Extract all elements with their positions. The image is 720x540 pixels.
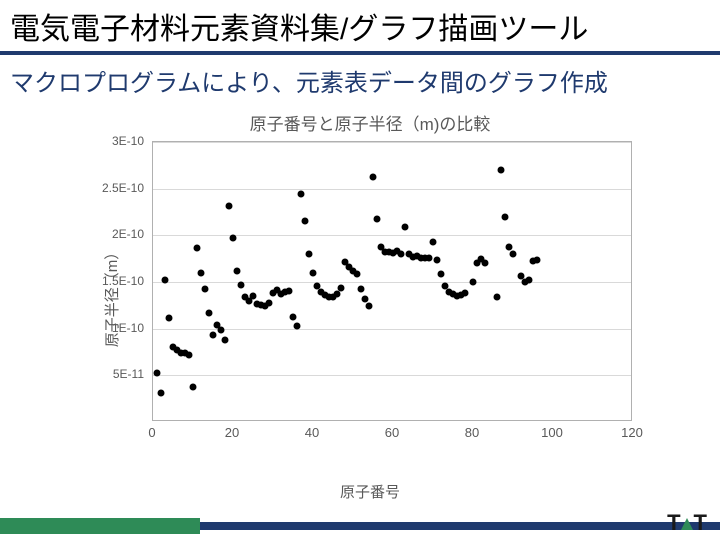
data-point [266,299,273,306]
y-tick-label: 1.5E-10 [90,274,144,288]
y-tick-label: 5E-11 [90,367,144,381]
title-bar: 電気電子材料元素資料集/グラフ描画ツール [0,0,720,55]
logo-letter: T [694,510,706,535]
gridline [153,142,631,143]
data-point [354,270,361,277]
triangle-icon [681,518,693,530]
data-point [210,332,217,339]
data-point [482,260,489,267]
page-title: 電気電子材料元素資料集/グラフ描画ツール [0,4,588,48]
data-point [434,256,441,263]
data-point [250,293,257,300]
data-point [158,390,165,397]
data-point [206,309,213,316]
data-point [310,269,317,276]
logo: TT [667,510,706,536]
data-point [510,251,517,258]
data-point [438,270,445,277]
data-point [162,277,169,284]
plot-area [152,141,632,421]
gridline [153,375,631,376]
x-tick-label: 60 [385,425,399,440]
y-tick-label: 3E-10 [90,134,144,148]
data-point [166,315,173,322]
data-point [234,267,241,274]
data-point [398,250,405,257]
data-point [202,285,209,292]
data-point [302,218,309,225]
gridline [153,235,631,236]
y-tick-label: 2.5E-10 [90,181,144,195]
data-point [222,336,229,343]
y-tick-label: 1E-10 [90,321,144,335]
data-point [426,254,433,261]
data-point [526,276,533,283]
data-point [198,269,205,276]
footer-bar-accent [0,518,200,534]
data-point [286,288,293,295]
data-point [294,322,301,329]
x-axis-label: 原子番号 [90,481,650,502]
x-tick-label: 120 [621,425,643,440]
data-point [462,289,469,296]
x-tick-label: 40 [305,425,319,440]
scatter-chart: 原子番号と原子半径（m)の比較 原子半径（m） 5E-111E-101.5E-1… [90,110,650,500]
data-point [230,235,237,242]
data-point [366,303,373,310]
data-point [370,174,377,181]
data-point [506,243,513,250]
footer: TT [0,518,720,540]
data-point [238,281,245,288]
data-point [186,351,193,358]
y-tick-label: 2E-10 [90,227,144,241]
data-point [226,203,233,210]
data-point [298,191,305,198]
data-point [494,293,501,300]
plot-wrap: 原子半径（m） 5E-111E-101.5E-102E-102.5E-103E-… [90,141,650,451]
data-point [374,216,381,223]
logo-letter: T [667,510,679,535]
data-point [430,238,437,245]
data-point [338,284,345,291]
gridline [153,282,631,283]
data-point [498,167,505,174]
x-tick-label: 20 [225,425,239,440]
data-point [470,279,477,286]
data-point [334,291,341,298]
gridline [153,329,631,330]
slide: 電気電子材料元素資料集/グラフ描画ツール マクロプログラムにより、元素表データ間… [0,0,720,540]
data-point [306,251,313,258]
data-point [362,295,369,302]
data-point [154,369,161,376]
x-tick-label: 100 [541,425,563,440]
data-point [358,286,365,293]
x-tick-label: 0 [148,425,155,440]
data-point [190,383,197,390]
data-point [194,245,201,252]
subtitle: マクロプログラムにより、元素表データ間のグラフ作成 [0,55,720,98]
data-point [290,314,297,321]
data-point [218,326,225,333]
data-point [534,256,541,263]
gridline [153,189,631,190]
chart-title: 原子番号と原子半径（m)の比較 [90,110,650,135]
data-point [502,213,509,220]
data-point [402,224,409,231]
x-tick-label: 80 [465,425,479,440]
